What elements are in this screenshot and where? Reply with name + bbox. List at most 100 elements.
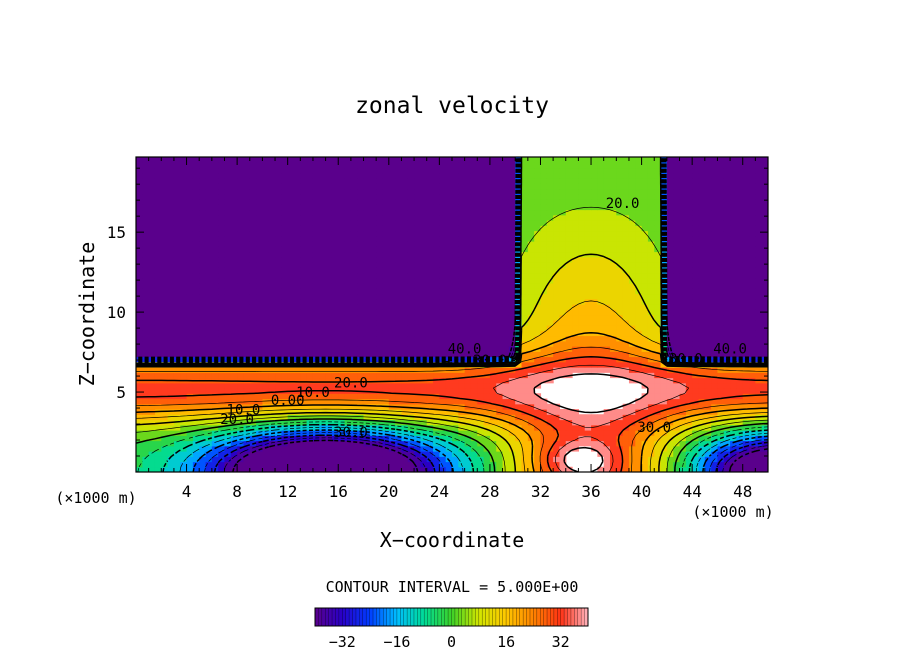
field-cell: [470, 351, 478, 358]
field-cell: [218, 393, 226, 400]
field-cell: [755, 241, 763, 247]
field-cell: [730, 246, 737, 253]
field-cell: [218, 372, 226, 379]
field-cell: [344, 351, 352, 358]
field-cell: [136, 351, 143, 358]
field-cell: [388, 293, 396, 300]
field-cell: [445, 288, 453, 295]
field-cell: [502, 382, 510, 389]
field-cell: [483, 209, 491, 216]
field-cell: [350, 372, 358, 379]
field-cell: [136, 461, 143, 468]
field-cell: [711, 309, 719, 316]
field-cell: [489, 251, 497, 258]
field-cell: [433, 288, 440, 295]
field-cell: [717, 277, 725, 284]
field-cell: [452, 445, 459, 452]
field-cell: [565, 314, 573, 321]
field-cell: [275, 220, 282, 226]
field-cell: [243, 325, 251, 331]
field-cell: [281, 325, 289, 331]
field-cell: [281, 466, 289, 472]
field-cell: [211, 382, 219, 389]
field-cell: [622, 340, 630, 347]
field-cell: [300, 346, 308, 352]
field-cell: [723, 230, 731, 237]
field-cell: [401, 424, 409, 431]
field-cell: [761, 424, 768, 431]
field-cell: [388, 225, 396, 232]
field-cell: [224, 367, 232, 373]
field-cell: [414, 335, 421, 342]
field-cell: [180, 403, 188, 410]
field-cell: [205, 325, 213, 331]
field-cell: [452, 319, 459, 326]
field-cell: [401, 272, 409, 279]
field-cell: [685, 424, 693, 431]
field-cell: [610, 430, 617, 436]
field-cell: [395, 340, 403, 347]
field-cell: [312, 267, 320, 274]
field-cell: [483, 251, 491, 258]
field-cell: [641, 256, 649, 263]
field-cell: [338, 367, 346, 373]
field-cell: [616, 241, 624, 247]
field-cell: [717, 241, 725, 247]
field-cell: [464, 262, 472, 268]
field-cell: [578, 435, 586, 442]
field-cell: [300, 372, 308, 379]
field-cell: [312, 330, 320, 337]
field-cell: [331, 393, 339, 400]
field-cell: [148, 346, 156, 352]
field-cell: [300, 325, 308, 331]
field-cell: [268, 214, 276, 221]
field-cell: [338, 309, 346, 316]
field-cell: [192, 430, 200, 436]
field-cell: [243, 298, 251, 305]
field-cell: [578, 272, 586, 279]
field-cell: [527, 456, 535, 463]
field-cell: [489, 330, 497, 337]
field-cell: [641, 220, 649, 226]
field-cell: [414, 235, 421, 242]
field-cell: [281, 346, 289, 352]
field-cell: [331, 398, 339, 405]
field-cell: [679, 272, 687, 279]
field-cell: [287, 382, 295, 389]
field-cell: [553, 225, 561, 232]
field-cell: [325, 251, 333, 258]
field-cell: [654, 256, 662, 263]
field-cell: [458, 430, 466, 436]
field-cell: [477, 445, 485, 452]
field-cell: [515, 372, 523, 379]
field-cell: [679, 382, 687, 389]
field-cell: [749, 398, 756, 405]
field-cell: [483, 319, 491, 326]
field-cell: [331, 461, 339, 468]
field-cell: [572, 340, 579, 347]
field-cell: [262, 220, 270, 226]
field-cell: [218, 272, 226, 279]
field-cell: [742, 445, 750, 452]
field-cell: [224, 461, 232, 468]
field-cell: [711, 393, 719, 400]
field-cell: [344, 204, 352, 211]
field-cell: [458, 372, 466, 379]
field-cell: [698, 445, 706, 452]
field-cell: [698, 225, 706, 232]
field-cell: [458, 267, 466, 274]
field-cell: [717, 272, 725, 279]
field-cell: [376, 330, 384, 337]
field-cell: [761, 298, 768, 305]
field-cell: [268, 440, 276, 447]
field-cell: [515, 361, 523, 368]
field-cell: [546, 309, 554, 316]
field-cell: [161, 435, 169, 442]
field-cell: [641, 204, 649, 211]
field-cell: [610, 230, 617, 237]
field-cell: [540, 351, 548, 358]
field-cell: [237, 267, 245, 274]
field-cell: [136, 267, 143, 274]
field-cell: [546, 361, 554, 368]
field-cell: [433, 319, 440, 326]
